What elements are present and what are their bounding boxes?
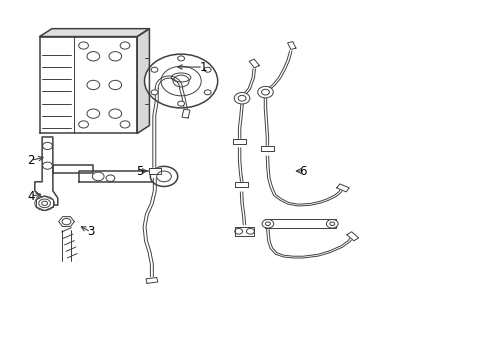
Circle shape — [262, 220, 273, 228]
Polygon shape — [148, 168, 161, 174]
Circle shape — [177, 56, 184, 61]
Polygon shape — [40, 29, 149, 37]
Circle shape — [257, 86, 273, 98]
Circle shape — [204, 67, 211, 72]
Circle shape — [39, 199, 50, 208]
Circle shape — [150, 166, 177, 186]
Polygon shape — [336, 184, 348, 192]
Circle shape — [109, 109, 122, 118]
Circle shape — [177, 101, 184, 106]
Circle shape — [92, 172, 104, 181]
Text: 3: 3 — [87, 225, 94, 238]
Circle shape — [109, 51, 122, 61]
Polygon shape — [235, 182, 247, 187]
Polygon shape — [264, 220, 335, 228]
Polygon shape — [234, 226, 254, 235]
Polygon shape — [182, 109, 190, 118]
Circle shape — [234, 93, 249, 104]
Circle shape — [161, 66, 201, 96]
Circle shape — [109, 80, 122, 90]
Circle shape — [35, 196, 54, 211]
Polygon shape — [346, 232, 358, 241]
Circle shape — [326, 220, 337, 228]
Polygon shape — [59, 217, 74, 226]
Text: 5: 5 — [136, 165, 143, 177]
Circle shape — [87, 80, 100, 90]
Polygon shape — [249, 59, 259, 68]
Polygon shape — [35, 137, 58, 205]
Circle shape — [151, 90, 158, 95]
Polygon shape — [53, 165, 93, 173]
Polygon shape — [40, 37, 137, 134]
Polygon shape — [287, 41, 295, 50]
Circle shape — [144, 54, 217, 108]
Polygon shape — [261, 146, 273, 152]
Circle shape — [204, 90, 211, 95]
Polygon shape — [233, 139, 245, 144]
Circle shape — [87, 109, 100, 118]
Circle shape — [151, 67, 158, 72]
Circle shape — [87, 51, 100, 61]
Text: 6: 6 — [299, 165, 306, 177]
Text: 4: 4 — [27, 190, 35, 203]
Polygon shape — [79, 171, 152, 182]
Polygon shape — [137, 29, 149, 134]
Polygon shape — [145, 278, 158, 283]
Text: 1: 1 — [199, 60, 206, 73]
Text: 2: 2 — [27, 154, 35, 167]
